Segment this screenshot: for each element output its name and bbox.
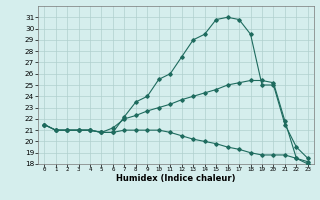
X-axis label: Humidex (Indice chaleur): Humidex (Indice chaleur) <box>116 174 236 183</box>
